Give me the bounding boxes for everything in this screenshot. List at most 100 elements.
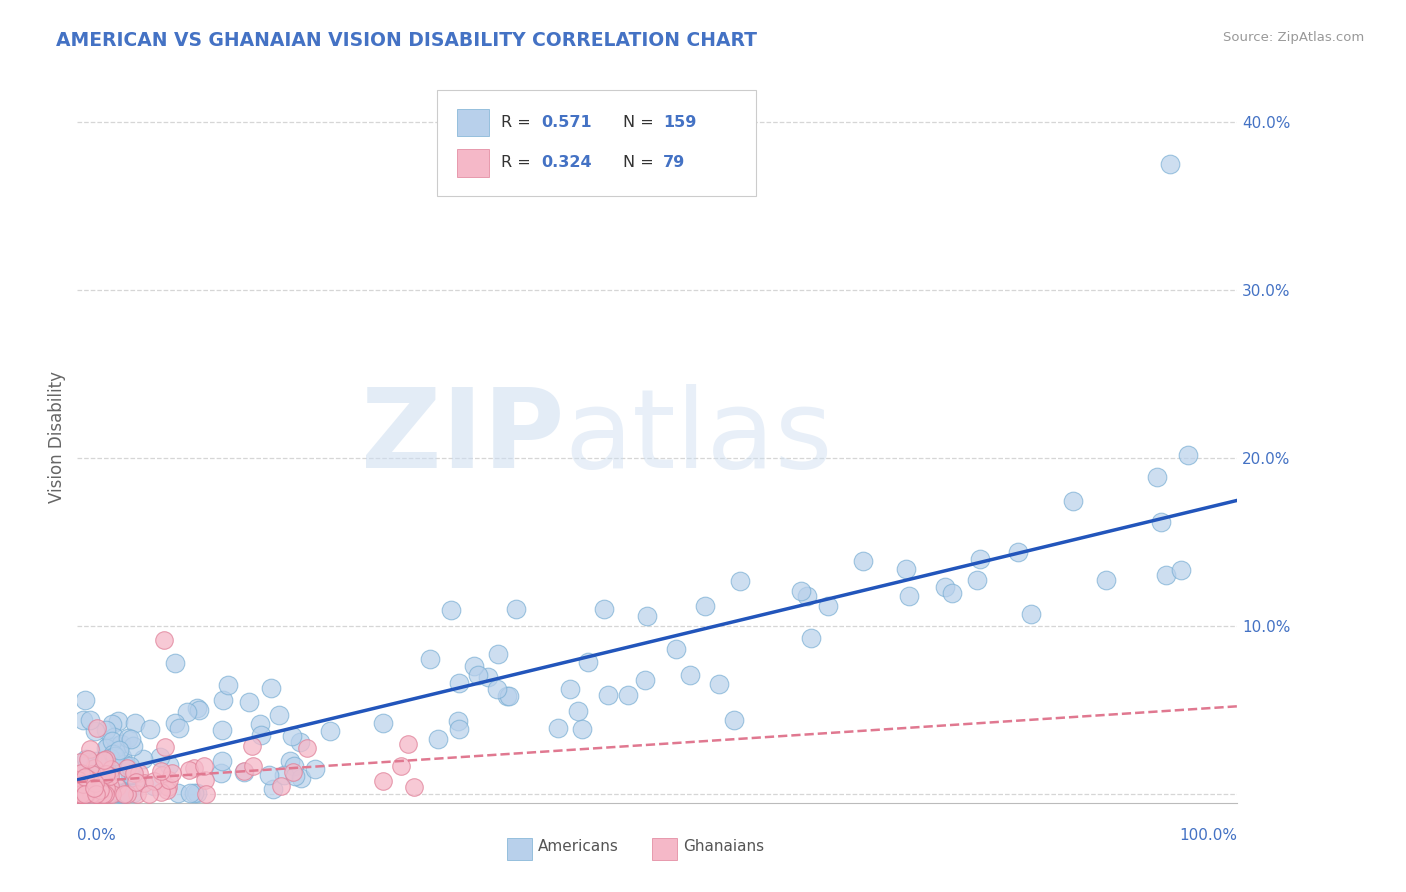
Point: [73, 692, 96, 706]
Point: [73, 788, 96, 802]
Point: [238, 695, 260, 709]
Point: [80, 767, 103, 781]
Point: [75, 751, 97, 765]
Point: [72, 786, 94, 800]
Point: [402, 780, 425, 795]
Point: [77, 757, 100, 772]
Point: [72, 714, 94, 728]
Text: R =: R =: [501, 155, 530, 170]
Point: [112, 788, 135, 802]
Point: [1177, 448, 1199, 462]
Point: [111, 750, 134, 764]
Point: [101, 788, 124, 802]
Point: [217, 678, 239, 692]
Point: [249, 728, 271, 742]
Point: [118, 783, 141, 797]
Point: [505, 602, 527, 616]
Point: [262, 782, 284, 797]
Point: [67, 788, 90, 802]
Point: [155, 739, 177, 754]
Point: [304, 762, 326, 776]
Point: [104, 770, 127, 784]
Point: [125, 775, 148, 789]
Point: [898, 589, 921, 603]
Point: [86, 773, 108, 788]
Point: [852, 554, 875, 568]
Point: [679, 668, 702, 682]
Point: [67, 786, 90, 800]
Point: [89, 781, 111, 796]
Point: [160, 766, 183, 780]
Point: [467, 668, 489, 682]
Point: [89, 788, 111, 802]
Point: [1146, 470, 1168, 484]
Text: Ghanaians: Ghanaians: [683, 839, 763, 855]
Point: [260, 681, 283, 695]
Point: [167, 786, 190, 800]
FancyBboxPatch shape: [437, 90, 756, 195]
Point: [319, 723, 342, 738]
Point: [83, 723, 105, 738]
Point: [177, 763, 200, 777]
Point: [122, 766, 145, 780]
Point: [1154, 567, 1177, 582]
Point: [83, 776, 105, 790]
Point: [112, 786, 135, 800]
Point: [665, 642, 688, 657]
Point: [83, 780, 105, 795]
Point: [233, 764, 256, 779]
Point: [76, 772, 98, 787]
Point: [82, 786, 104, 800]
Point: [105, 786, 128, 800]
Point: [1021, 607, 1043, 621]
Point: [122, 786, 145, 800]
Point: [93, 753, 115, 767]
Point: [132, 776, 155, 790]
Point: [723, 714, 745, 728]
Point: [120, 767, 142, 781]
Point: [193, 758, 215, 772]
Point: [94, 788, 117, 802]
Point: [122, 739, 145, 754]
Point: [1062, 494, 1084, 508]
Point: [1150, 515, 1173, 529]
Point: [117, 731, 139, 745]
Point: [463, 659, 485, 673]
Point: [240, 739, 263, 753]
Point: [76, 755, 98, 769]
Point: [107, 714, 129, 728]
Point: [84, 754, 107, 768]
Point: [100, 762, 122, 776]
Point: [269, 707, 291, 722]
Point: [419, 652, 441, 666]
Point: [153, 632, 176, 647]
Point: [84, 788, 107, 802]
Point: [76, 757, 98, 772]
Point: [80, 788, 103, 802]
Point: [77, 786, 100, 800]
Point: [149, 764, 172, 779]
Point: [283, 769, 305, 783]
Text: N =: N =: [623, 155, 654, 170]
Point: [94, 767, 117, 781]
Point: [486, 681, 509, 696]
Point: [290, 771, 312, 785]
Point: [66, 788, 89, 802]
Point: [115, 761, 138, 775]
Point: [496, 689, 519, 703]
Point: [163, 716, 186, 731]
Point: [120, 768, 142, 782]
Point: [72, 788, 94, 802]
Point: [114, 786, 136, 800]
Point: [89, 786, 111, 800]
Point: [89, 783, 111, 797]
Point: [440, 603, 463, 617]
Point: [183, 761, 205, 775]
Point: [796, 589, 818, 603]
Point: [1170, 563, 1192, 577]
Bar: [457, 109, 489, 136]
Point: [79, 713, 101, 727]
Point: [90, 772, 112, 786]
Point: [104, 786, 127, 800]
Point: [547, 721, 569, 735]
